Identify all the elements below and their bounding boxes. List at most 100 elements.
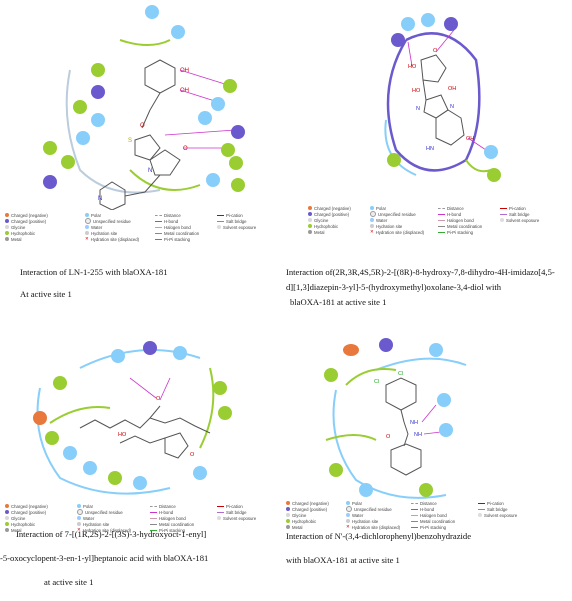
atom-label-o: O	[190, 452, 195, 458]
legend-label: Polar	[83, 503, 94, 509]
legend-label: Distance	[420, 500, 437, 506]
residue-node	[73, 100, 87, 114]
legend-label: Metal coordination	[447, 223, 483, 229]
caption-3: Interaction of 7-[(1R,2S)-2-[(3S)-3-hydr…	[0, 528, 290, 588]
residue-node	[111, 349, 125, 363]
legend-label: Metal	[11, 236, 22, 242]
caption-2: Interaction of(2R,3R,4S,5R)-2-[(8R)-8-hy…	[286, 266, 572, 308]
atom-label-cl: Cl	[398, 371, 403, 377]
atom-label-nh: NH	[414, 432, 422, 438]
caption-line: d][1,3]diazepin-3-yl]-5-(hydroxymethyl)o…	[286, 282, 502, 292]
residue-node	[76, 131, 90, 145]
legend-label: Polar	[352, 500, 363, 506]
legend-1: Charged (negative) Charged (positive) Gl…	[5, 212, 285, 244]
residue-node	[133, 476, 147, 490]
legend-label: Charged (negative)	[11, 212, 48, 218]
legend-label: Pi-Pi stacking	[159, 527, 186, 533]
caption-line: At active site 1	[20, 289, 72, 299]
residue-node	[437, 393, 451, 407]
atom-label-o: O	[183, 146, 188, 152]
legend-label: Solvent exposure	[223, 515, 257, 521]
caption-line: with blaOXA-181 at active site 1	[286, 555, 400, 565]
caption-line: blaOXA-181 at active site 1	[290, 297, 387, 307]
residue-node	[401, 17, 415, 31]
legend-label: Polar	[376, 205, 387, 211]
caption-line: Interaction of LN-1-255 with blaOXA-181	[20, 267, 168, 277]
residue-node	[218, 406, 232, 420]
atom-label-o: OH	[180, 88, 189, 94]
residue-node	[173, 346, 187, 360]
legend-label: Glycine	[292, 512, 307, 518]
atom-label-n: N	[416, 106, 420, 112]
residue-node	[444, 17, 458, 31]
residue-node	[43, 141, 57, 155]
legend-label: Metal	[314, 229, 325, 235]
residue-node	[83, 461, 97, 475]
residue-node	[484, 145, 498, 159]
interaction-diagram-2: O HO OH HO OH N N HN	[384, 13, 501, 182]
residue-node	[223, 79, 237, 93]
residue-node	[91, 85, 105, 99]
legend-label: Salt bridge	[226, 509, 247, 515]
legend-label: Polar	[91, 212, 102, 218]
legend-label: Salt bridge	[509, 211, 530, 217]
residue-node	[329, 463, 343, 477]
legend-label: Pi-Pi stacking	[447, 229, 474, 235]
legend-label: Hydration site (displaced)	[375, 229, 425, 235]
legend-label: Glycine	[11, 515, 26, 521]
atom-label-o: HO	[118, 432, 127, 438]
residue-node	[143, 341, 157, 355]
legend-label: Charged (negative)	[292, 500, 329, 506]
legend-label: Water	[352, 512, 364, 518]
panel-imidazodiazepine: O HO OH HO OH N N HN Charged (negati	[286, 0, 572, 330]
residue-node	[108, 471, 122, 485]
legend-label: Halogen bond	[447, 217, 474, 223]
residue-node	[45, 431, 59, 445]
residue-node	[343, 344, 359, 356]
caption-line: -5-oxocyclopent-3-en-1-yl]heptanoic acid…	[0, 553, 209, 563]
atom-label-nh: NH	[410, 420, 418, 426]
legend-label: H-bond	[420, 506, 435, 512]
legend-label: Solvent exposure	[223, 224, 257, 230]
legend-label: Charged (positive)	[292, 506, 328, 512]
legend-label: Hydrophobic	[11, 521, 36, 527]
residue-node	[213, 381, 227, 395]
residue-node	[211, 97, 225, 111]
residue-node	[359, 483, 373, 497]
legend-3: Charged (negative) Charged (positive) Gl…	[5, 503, 285, 535]
caption-line: Interaction of(2R,3R,4S,5R)-2-[(8R)-8-hy…	[286, 267, 555, 277]
atom-label-o: HO	[412, 88, 421, 94]
residue-node	[145, 5, 159, 19]
legend-label: Metal coordination	[159, 521, 195, 527]
atom-label-o: O	[156, 396, 161, 402]
legend-label: Hydrophobic	[292, 518, 317, 524]
residue-node	[198, 111, 212, 125]
legend-label: Hydration site (displaced)	[351, 524, 401, 530]
legend-label: Pi-cation	[509, 205, 526, 211]
legend-label: Solvent exposure	[484, 512, 518, 518]
atom-label-n: N	[98, 196, 102, 202]
atom-label-o: OH	[448, 86, 456, 92]
residue-node	[221, 143, 235, 157]
legend-label: Salt bridge	[226, 218, 247, 224]
legend-label: Water	[91, 224, 103, 230]
residue-node	[206, 173, 220, 187]
atom-label-n: N	[148, 168, 152, 174]
residue-node	[91, 113, 105, 127]
legend-label: H-bond	[159, 509, 174, 515]
legend-label: Charged (positive)	[314, 211, 350, 217]
residue-node	[421, 13, 435, 27]
residue-node	[193, 466, 207, 480]
legend-label: Hydration site	[352, 518, 379, 524]
caption-line: Interaction of 7-[(1R,2S)-2-[(3S)-3-hydr…	[16, 529, 207, 539]
legend-label: Charged (negative)	[11, 503, 48, 509]
legend-label: Metal	[292, 524, 303, 530]
legend-label: Unspecified residue	[354, 506, 392, 512]
atom-label-cl: Cl	[374, 379, 379, 385]
residue-node	[429, 343, 443, 357]
panel-heptanoic-acid: O HO O Charged (negative) Charged (	[0, 328, 290, 601]
legend-label: Unspecified residue	[378, 211, 416, 217]
atom-label-s: S	[128, 138, 132, 144]
panel-ln-1-255: OH OH O O S N N	[0, 0, 290, 300]
legend-2: Charged (negative) Charged (positive) Gl…	[308, 205, 568, 237]
